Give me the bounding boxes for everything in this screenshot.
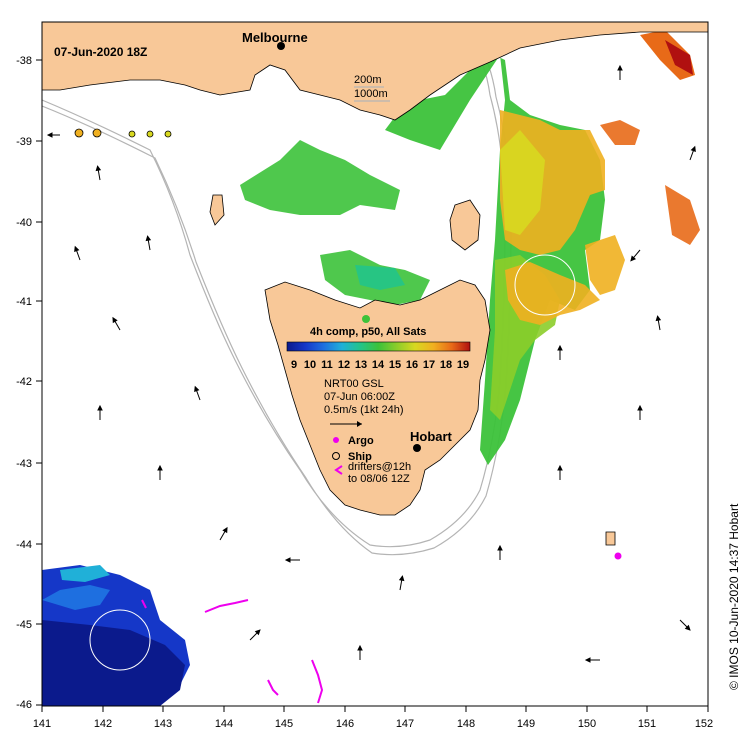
sst-scale-label: 16 (406, 359, 418, 371)
lat-tick-labels: -38 -39 -40 -41 -42 -43 -44 -45 -46 (16, 55, 32, 711)
current-scale: NRT00 GSL 07-Jun 06:00Z 0.5m/s (1kt 24h) (324, 378, 403, 427)
lon-axis (41, 706, 709, 712)
lon-tick-label: 141 (33, 718, 51, 730)
lon-tick-label: 150 (578, 718, 596, 730)
sst-colorbar: 4h comp, p50, All Sats 9 10 11 12 13 14 … (286, 326, 471, 371)
mainland-australia (42, 22, 708, 121)
lat-axis (36, 59, 42, 706)
current-source: NRT00 GSL (324, 378, 384, 390)
map-frame (41, 21, 709, 707)
current-time: 07-Jun 06:00Z (324, 391, 395, 403)
hobart-marker (413, 444, 421, 452)
sst-scale-label: 11 (321, 359, 333, 371)
lon-tick-label: 148 (457, 718, 475, 730)
sst-scale-label: 18 (440, 359, 452, 371)
ship-legend-label: Ship (348, 451, 372, 463)
sst-scale-label: 19 (457, 359, 469, 371)
sst-scale-label: 9 (291, 359, 297, 371)
sst-scale-label: 17 (423, 359, 435, 371)
lat-tick-label: -44 (16, 539, 32, 551)
credit-label: © IMOS 10-Jun-2020 14:37 Hobart (727, 503, 741, 690)
contour-1000m-label: 1000m (354, 88, 388, 100)
drifters-legend-line2: to 08/06 12Z (348, 473, 410, 485)
lon-tick-label: 144 (215, 718, 233, 730)
lat-tick-label: -39 (16, 136, 32, 148)
sst-scale-label: 14 (372, 359, 385, 371)
city-markers (277, 42, 421, 452)
lon-tick-label: 147 (396, 718, 414, 730)
ship-legend-icon (332, 452, 340, 460)
current-scale-label: 0.5m/s (1kt 24h) (324, 404, 403, 416)
argo-floats (74, 128, 622, 560)
landmasses (42, 22, 708, 546)
lat-tick-label: -38 (16, 55, 32, 67)
hobart-label: Hobart (410, 429, 453, 444)
drifters-legend-line1: drifters@12h (348, 461, 411, 473)
lon-tick-labels: 141 142 143 144 145 146 147 148 149 150 … (33, 718, 713, 730)
lon-tick-label: 143 (154, 718, 172, 730)
sst-scale-label: 12 (338, 359, 350, 371)
date-label: 07-Jun-2020 18Z (54, 45, 147, 59)
lon-tick-label: 145 (275, 718, 293, 730)
lon-tick-label: 151 (638, 718, 656, 730)
contour-200m-label: 200m (354, 74, 382, 86)
sst-scale-label: 15 (389, 359, 401, 371)
king-island (209, 194, 225, 226)
sst-scale-label: 13 (355, 359, 367, 371)
sst-title: 4h comp, p50, All Sats (310, 326, 426, 338)
lon-tick-label: 146 (336, 718, 354, 730)
drifter-tracks (141, 465, 343, 704)
melbourne-marker (277, 42, 285, 50)
argo-legend-label: Argo (348, 435, 374, 447)
lat-tick-label: -40 (16, 217, 32, 229)
lat-tick-label: -43 (16, 458, 32, 470)
eddy-contours (89, 254, 576, 671)
current-vectors (46, 64, 696, 663)
lat-tick-label: -42 (16, 376, 32, 388)
lat-tick-label: -45 (16, 619, 32, 631)
tasmania-main (264, 279, 491, 516)
sst-patches (42, 30, 700, 706)
lat-tick-label: -46 (16, 699, 32, 711)
contour-legend: 200m 1000m (354, 74, 390, 102)
flinders-island (449, 199, 481, 251)
lon-tick-label: 152 (695, 718, 713, 730)
lat-tick-label: -41 (16, 296, 32, 308)
lon-tick-label: 142 (94, 718, 112, 730)
sst-scale-label: 10 (304, 359, 316, 371)
argo-legend-icon (333, 437, 339, 443)
melbourne-label: Melbourne (242, 30, 308, 45)
lon-tick-label: 149 (517, 718, 535, 730)
platform-legend: Argo Ship drifters@12h to 08/06 12Z (332, 435, 411, 485)
